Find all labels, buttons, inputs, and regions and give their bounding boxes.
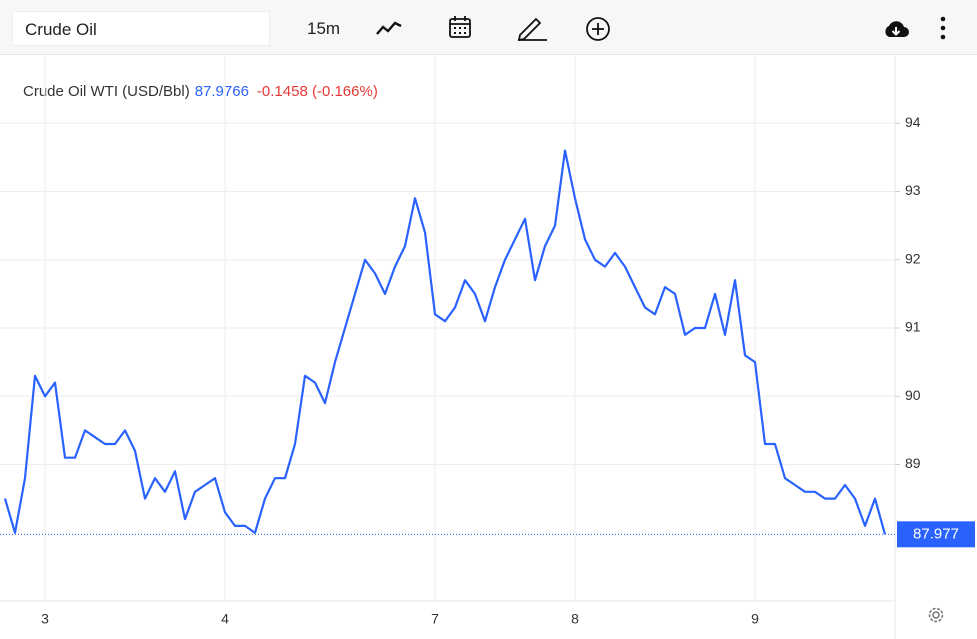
settings-icon[interactable] — [928, 607, 944, 623]
current-price-box — [897, 521, 975, 548]
y-tick-label: 90 — [905, 387, 921, 403]
x-tick-label: 3 — [41, 611, 49, 627]
download-icon[interactable] — [882, 18, 910, 40]
add-indicator-icon[interactable] — [585, 16, 611, 42]
toolbar: Crude Oil 15m — [0, 0, 977, 55]
legend-change: -0.1458 (-0.166%) — [257, 83, 378, 100]
x-tick-label: 7 — [431, 611, 439, 627]
calendar-icon[interactable] — [448, 15, 472, 39]
legend-name: Crude Oil WTI (USD/Bbl) — [23, 83, 190, 100]
x-tick-label: 8 — [571, 611, 579, 627]
y-tick-label: 94 — [905, 114, 921, 130]
x-tick-label: 4 — [221, 611, 229, 627]
legend-last: 87.9766 — [195, 83, 249, 100]
interval-button[interactable]: 15m — [307, 19, 341, 38]
price-line — [3, 149, 887, 535]
y-tick-label: 93 — [905, 182, 921, 198]
x-tick-label: 9 — [751, 611, 759, 627]
menu-icon[interactable] — [936, 15, 950, 43]
symbol-input[interactable]: Crude Oil — [12, 11, 270, 46]
y-tick-label: 89 — [905, 455, 921, 471]
y-tick-label: 91 — [905, 319, 921, 335]
draw-icon[interactable] — [516, 15, 548, 41]
legend: Crude Oil WTI (USD/Bbl) 87.9766 -0.1458 (-… — [23, 83, 378, 100]
current-price-label: 87.977 — [913, 525, 959, 542]
chart-type-icon[interactable] — [375, 18, 403, 40]
y-tick-label: 92 — [905, 250, 921, 266]
